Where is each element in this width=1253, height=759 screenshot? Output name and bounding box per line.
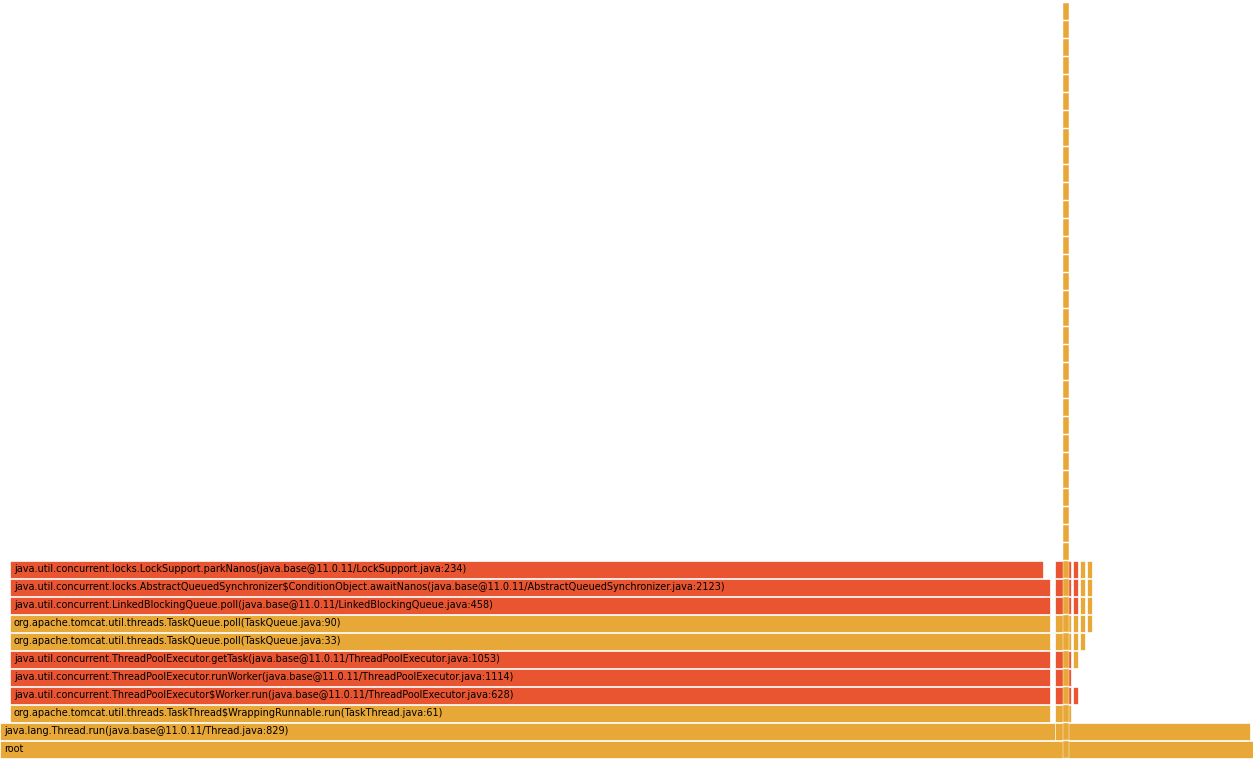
Bar: [10, 561, 1042, 578]
Text: org.apache.tomcat.util.threads.TaskQueue.poll(TaskQueue.java:90): org.apache.tomcat.util.threads.TaskQueue…: [14, 619, 342, 628]
Bar: [1063, 183, 1069, 200]
Bar: [1063, 273, 1069, 290]
Bar: [1055, 633, 1063, 650]
Bar: [1065, 633, 1071, 650]
Bar: [1063, 597, 1069, 614]
Bar: [10, 579, 1050, 596]
Text: java.util.concurrent.locks.AbstractQueuedSynchronizer$ConditionObject.awaitNanos: java.util.concurrent.locks.AbstractQueue…: [14, 582, 724, 593]
Bar: [1080, 615, 1085, 632]
Text: java.util.concurrent.ThreadPoolExecutor$Worker.run(java.base@11.0.11/ThreadPoolE: java.util.concurrent.ThreadPoolExecutor$…: [14, 691, 514, 701]
Bar: [1055, 597, 1063, 614]
Text: java.util.concurrent.locks.LockSupport.parkNanos(java.base@11.0.11/LockSupport.j: java.util.concurrent.locks.LockSupport.p…: [14, 565, 466, 575]
Bar: [1055, 687, 1063, 704]
Bar: [1055, 561, 1063, 578]
Bar: [1088, 579, 1093, 596]
Bar: [1063, 507, 1069, 524]
Bar: [1063, 669, 1069, 686]
Text: root: root: [4, 745, 24, 754]
Bar: [1063, 453, 1069, 470]
Bar: [1055, 615, 1063, 632]
Bar: [1065, 579, 1071, 596]
Bar: [1065, 705, 1071, 722]
Bar: [10, 633, 1050, 650]
Text: java.lang.Thread.run(java.base@11.0.11/Thread.java:829): java.lang.Thread.run(java.base@11.0.11/T…: [4, 726, 288, 736]
Bar: [1088, 561, 1093, 578]
Text: java.util.concurrent.ThreadPoolExecutor.runWorker(java.base@11.0.11/ThreadPoolEx: java.util.concurrent.ThreadPoolExecutor.…: [14, 672, 514, 682]
Bar: [1065, 561, 1071, 578]
Bar: [1080, 579, 1085, 596]
Bar: [1055, 579, 1063, 596]
Bar: [1063, 471, 1069, 488]
Bar: [1063, 237, 1069, 254]
Bar: [1063, 561, 1069, 578]
Bar: [1055, 669, 1063, 686]
Text: org.apache.tomcat.util.threads.TaskQueue.poll(TaskQueue.java:33): org.apache.tomcat.util.threads.TaskQueue…: [14, 637, 342, 647]
Bar: [1065, 615, 1071, 632]
Bar: [1063, 381, 1069, 398]
Bar: [1063, 3, 1069, 20]
Bar: [0, 723, 1250, 740]
Bar: [1073, 561, 1078, 578]
Bar: [1063, 291, 1069, 308]
Bar: [10, 705, 1050, 722]
Text: org.apache.tomcat.util.threads.TaskThread$WrappingRunnable.run(TaskThread.java:6: org.apache.tomcat.util.threads.TaskThrea…: [14, 708, 444, 719]
Bar: [1080, 561, 1085, 578]
Bar: [1073, 597, 1078, 614]
Bar: [1063, 489, 1069, 506]
Bar: [1088, 597, 1093, 614]
Bar: [1063, 723, 1069, 740]
Bar: [1063, 633, 1069, 650]
Bar: [1063, 741, 1069, 758]
Bar: [1063, 525, 1069, 542]
Bar: [1055, 651, 1063, 668]
Bar: [1063, 57, 1069, 74]
Bar: [1063, 129, 1069, 146]
Text: java.util.concurrent.LinkedBlockingQueue.poll(java.base@11.0.11/LinkedBlockingQu: java.util.concurrent.LinkedBlockingQueue…: [14, 600, 492, 610]
Bar: [1063, 111, 1069, 128]
Bar: [1073, 651, 1078, 668]
Bar: [1065, 669, 1071, 686]
Bar: [10, 687, 1050, 704]
Bar: [1063, 165, 1069, 182]
Bar: [1063, 345, 1069, 362]
Bar: [1063, 435, 1069, 452]
Bar: [1063, 39, 1069, 56]
Bar: [10, 597, 1050, 614]
Bar: [1073, 633, 1078, 650]
Bar: [1063, 417, 1069, 434]
Bar: [1065, 597, 1071, 614]
Bar: [1063, 327, 1069, 344]
Bar: [1063, 651, 1069, 668]
Bar: [1080, 633, 1085, 650]
Bar: [1088, 615, 1093, 632]
Bar: [1063, 201, 1069, 218]
Bar: [10, 669, 1050, 686]
Bar: [1063, 21, 1069, 38]
Bar: [1063, 705, 1069, 722]
Bar: [1073, 579, 1078, 596]
Bar: [1063, 75, 1069, 92]
Bar: [1073, 615, 1078, 632]
Bar: [1055, 723, 1063, 740]
Bar: [1063, 219, 1069, 236]
Bar: [10, 615, 1050, 632]
Bar: [1065, 651, 1071, 668]
Bar: [1063, 93, 1069, 110]
Bar: [1063, 543, 1069, 560]
Bar: [0, 741, 1253, 758]
Bar: [1080, 597, 1085, 614]
Bar: [1063, 399, 1069, 416]
Bar: [1055, 705, 1063, 722]
Bar: [1063, 687, 1069, 704]
Bar: [10, 651, 1050, 668]
Bar: [1063, 147, 1069, 164]
Bar: [1065, 687, 1071, 704]
Bar: [1063, 579, 1069, 596]
Text: java.util.concurrent.ThreadPoolExecutor.getTask(java.base@11.0.11/ThreadPoolExec: java.util.concurrent.ThreadPoolExecutor.…: [14, 654, 500, 664]
Bar: [1063, 255, 1069, 272]
Bar: [1073, 687, 1078, 704]
Bar: [1063, 363, 1069, 380]
Bar: [1063, 309, 1069, 326]
Bar: [1063, 615, 1069, 632]
